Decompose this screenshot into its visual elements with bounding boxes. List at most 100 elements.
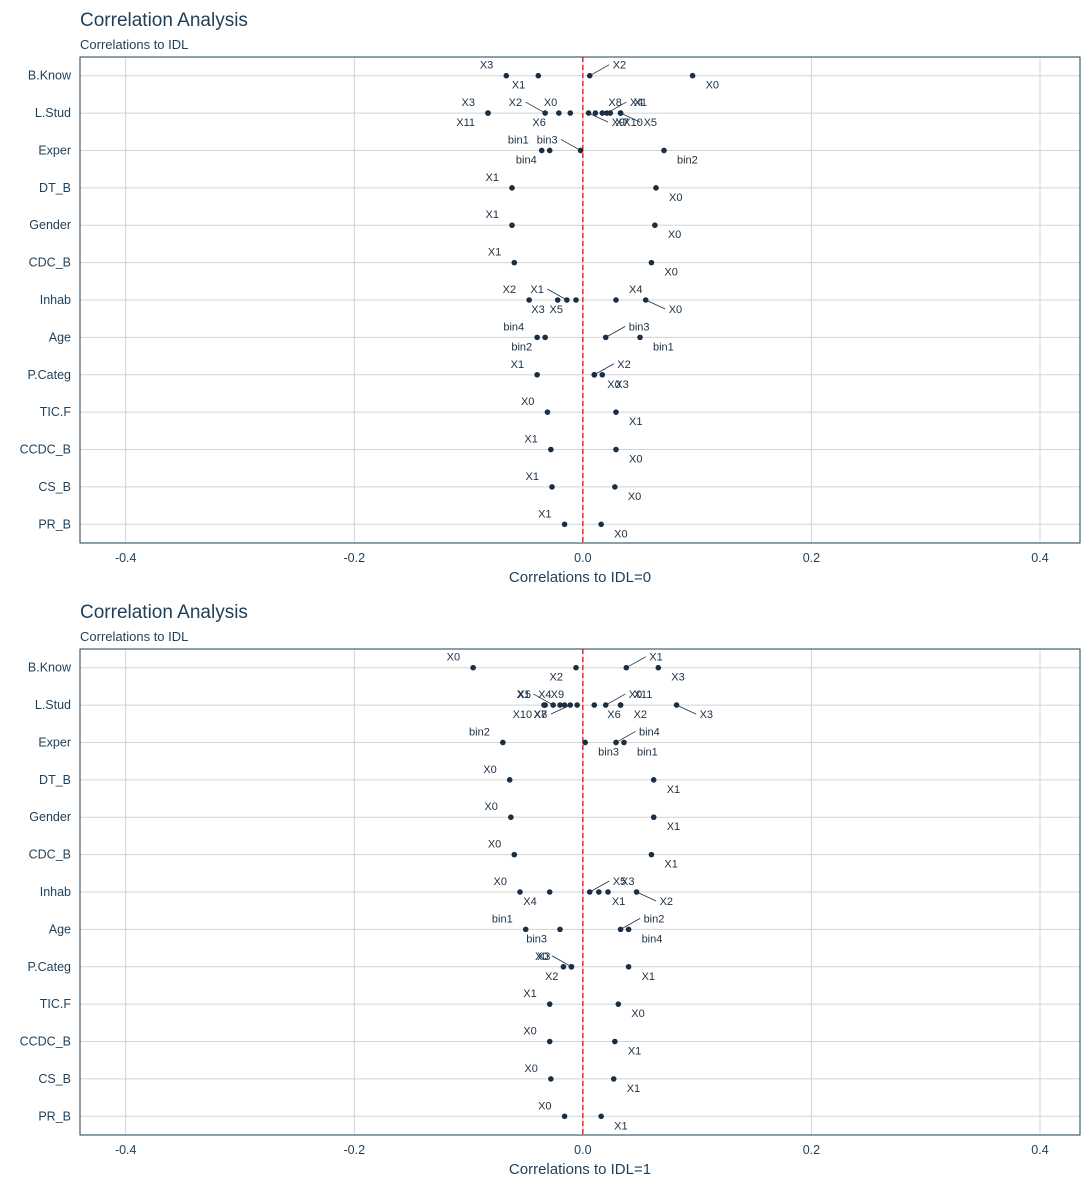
grid-lines xyxy=(80,649,1080,1135)
point-label: X1 xyxy=(649,652,662,664)
data-point xyxy=(557,926,563,933)
data-point xyxy=(617,702,624,708)
point-label: X3 xyxy=(700,709,713,721)
y-tick-label: Exper xyxy=(38,143,71,157)
data-point xyxy=(509,222,515,229)
data-point xyxy=(652,222,658,229)
point-label: X9 xyxy=(551,689,564,701)
data-point xyxy=(615,1001,622,1007)
point-label: X4 xyxy=(630,97,643,109)
y-tick-label: Age xyxy=(49,922,71,936)
data-point xyxy=(653,185,659,191)
point-label: X1 xyxy=(486,172,499,184)
data-point xyxy=(554,297,561,303)
data-point xyxy=(503,72,510,79)
x-tick-label: 0.2 xyxy=(803,1143,820,1157)
data-point xyxy=(544,409,551,415)
point-label: X1 xyxy=(667,821,680,833)
point-label: X0 xyxy=(706,80,719,92)
point-label: X2 xyxy=(503,284,516,296)
point-label: X0 xyxy=(447,652,460,664)
point-label: X2 xyxy=(634,709,647,721)
data-point xyxy=(535,72,542,79)
data-point xyxy=(650,814,657,821)
label-leader-line xyxy=(626,656,647,669)
y-tick-label: Gender xyxy=(29,218,71,232)
data-point xyxy=(637,334,643,341)
point-label: X2 xyxy=(660,896,673,908)
point-label: bin3 xyxy=(537,134,558,146)
data-point xyxy=(534,334,540,341)
x-tick-label: -0.4 xyxy=(115,1143,137,1157)
y-tick-label: DT_B xyxy=(39,773,71,787)
y-tick-label: CS_B xyxy=(38,1072,71,1086)
chart-subtitle: Correlations to IDL xyxy=(80,37,189,52)
data-point xyxy=(613,739,619,746)
x-tick-label: 0.0 xyxy=(574,1143,591,1157)
y-tick-label: CDC_B xyxy=(29,848,71,862)
data-point xyxy=(612,484,618,490)
data-point xyxy=(549,484,555,490)
point-label: X1 xyxy=(524,434,537,446)
point-label: X2 xyxy=(545,971,558,983)
data-point xyxy=(548,446,554,453)
data-point xyxy=(542,702,548,708)
point-label: X4 xyxy=(629,284,642,296)
point-label: X3 xyxy=(462,97,475,109)
point-label: X0 xyxy=(614,528,627,540)
data-point xyxy=(526,297,532,303)
y-tick-label: L.Stud xyxy=(35,698,71,712)
y-tick-label: Gender xyxy=(29,810,71,824)
point-label: X5 xyxy=(644,117,657,129)
point-label: X6 xyxy=(607,709,620,721)
point-label: X0 xyxy=(664,267,677,279)
data-point xyxy=(592,110,599,116)
point-label: X0 xyxy=(631,1008,644,1020)
x-axis-title: Correlations to IDL=1 xyxy=(509,1161,651,1178)
point-label: X1 xyxy=(538,508,551,520)
point-label: X11 xyxy=(456,117,475,129)
data-point xyxy=(522,926,529,933)
grid-lines xyxy=(80,57,1080,543)
x-tick-label: -0.2 xyxy=(344,1143,366,1157)
y-tick-label: PR_B xyxy=(38,1109,71,1123)
data-point xyxy=(689,72,696,79)
point-label: X3 xyxy=(671,672,684,684)
point-label: X1 xyxy=(511,359,524,371)
point-label: X3 xyxy=(531,304,544,316)
point-label: X0 xyxy=(669,192,682,204)
point-label: bin2 xyxy=(469,726,490,738)
point-label: X3 xyxy=(615,379,628,391)
y-tick-label: P.Categ xyxy=(27,368,71,382)
data-point xyxy=(573,297,579,303)
point-label: X1 xyxy=(488,247,501,259)
point-label: X1 xyxy=(530,284,543,296)
data-point xyxy=(673,702,680,708)
point-label: X0 xyxy=(544,97,557,109)
label-leader-line xyxy=(588,112,609,123)
point-label: X1 xyxy=(628,1046,641,1058)
point-label: X8 xyxy=(608,97,621,109)
point-label: bin1 xyxy=(492,913,513,925)
point-label: bin2 xyxy=(511,341,532,353)
y-tick-label: CS_B xyxy=(38,480,71,494)
data-point xyxy=(567,110,574,116)
data-point xyxy=(648,851,655,858)
data-point xyxy=(511,851,518,858)
data-point xyxy=(599,371,606,378)
point-label: bin2 xyxy=(644,913,665,925)
data-point xyxy=(625,926,632,933)
point-label: bin1 xyxy=(653,341,674,353)
y-tick-label: CCDC_B xyxy=(20,1035,71,1049)
data-point xyxy=(625,963,632,970)
label-leader-line xyxy=(620,918,641,930)
point-label: X0 xyxy=(488,839,501,851)
point-label: X0 xyxy=(535,951,548,963)
label-leader-line xyxy=(550,704,571,715)
point-label: X0 xyxy=(668,229,681,241)
point-label: X0 xyxy=(629,454,642,466)
data-point xyxy=(538,147,545,154)
data-point xyxy=(621,739,627,746)
data-point xyxy=(650,777,657,783)
data-point xyxy=(560,963,567,970)
